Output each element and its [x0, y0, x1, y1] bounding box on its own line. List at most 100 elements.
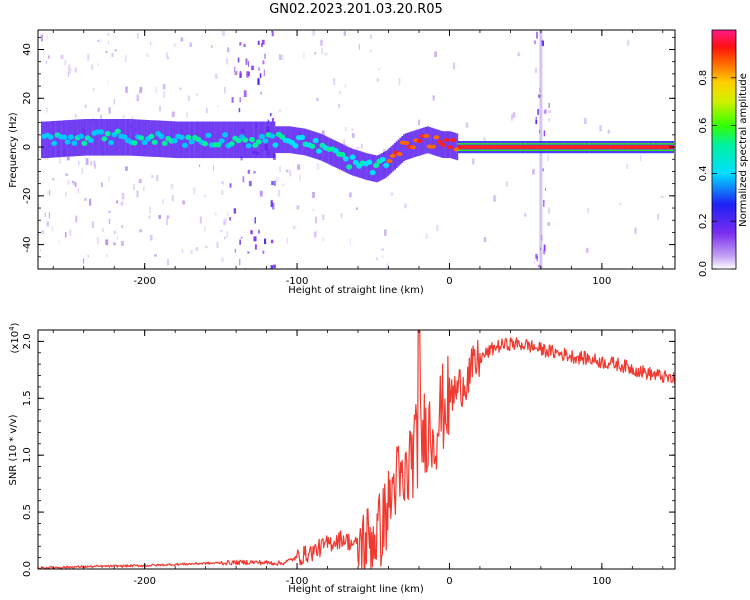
- heatmap-core: [423, 133, 430, 138]
- colorbar-tick-label: 0.6: [698, 118, 709, 134]
- heatmap-band: [227, 121, 230, 159]
- heatmap-cell: [84, 104, 87, 108]
- heatmap-band: [41, 121, 43, 159]
- heatmap-band: [212, 121, 215, 159]
- heatmap-core: [88, 137, 94, 144]
- heatmap-cell: [139, 86, 143, 93]
- heatmap-cell: [381, 255, 384, 259]
- heatmap-cell: [344, 84, 347, 88]
- heatmap-cell: [259, 190, 263, 197]
- heatmap-cell: [173, 43, 177, 48]
- heatmap-cell: [517, 52, 520, 57]
- heatmap-cell: [369, 50, 372, 53]
- heatmap-core: [61, 134, 68, 140]
- y-tick-label: 0.5: [22, 504, 33, 520]
- heatmap-cell: [547, 154, 549, 162]
- heatmap-band: [53, 120, 56, 158]
- heatmap-cell: [277, 189, 280, 197]
- heatmap-cell: [114, 49, 117, 52]
- heatmap-band: [434, 128, 437, 156]
- heatmap-cell: [148, 215, 151, 219]
- heatmap-band: [278, 126, 281, 154]
- heatmap-band: [203, 121, 206, 159]
- heatmap-band: [112, 119, 115, 156]
- snr-x-label: Height of straight line (km): [288, 584, 424, 595]
- heatmap-cell: [64, 60, 67, 65]
- heatmap-cell: [170, 184, 174, 190]
- heatmap-cell: [223, 219, 226, 225]
- heatmap-core: [222, 132, 229, 138]
- heatmap-cell: [45, 60, 48, 64]
- heatmap-cell: [243, 43, 246, 47]
- heatmap-band: [52, 121, 54, 158]
- heatmap-band: [415, 129, 418, 157]
- heatmap-cell: [322, 214, 325, 220]
- heatmap-core: [403, 140, 410, 145]
- heatmap-cell: [213, 165, 215, 171]
- heatmap-cell: [248, 180, 252, 187]
- heatmap-cell: [289, 169, 292, 177]
- heatmap-cell: [548, 118, 551, 122]
- y-tick-label: 1.5: [22, 390, 33, 406]
- heatmap-cell: [214, 211, 217, 216]
- heatmap-cell: [60, 54, 64, 59]
- heatmap-cell: [222, 31, 225, 36]
- heatmap-cell: [634, 227, 637, 234]
- heatmap-band: [92, 119, 95, 156]
- heatmap-cell: [533, 40, 537, 45]
- x-tick-label: -100: [286, 276, 309, 287]
- heatmap-band: [448, 131, 451, 158]
- heatmap-cell: [107, 33, 110, 36]
- heatmap-band: [209, 121, 212, 159]
- heatmap-core: [78, 133, 84, 139]
- heatmap-cell: [253, 236, 257, 242]
- heatmap-band: [94, 119, 97, 156]
- heatmap-cell: [583, 117, 587, 124]
- heatmap-cell: [344, 127, 347, 132]
- heatmap-band: [130, 119, 133, 156]
- heatmap-cell: [159, 105, 161, 112]
- heatmap-core: [218, 138, 225, 144]
- heatmap-band: [432, 128, 435, 155]
- heatmap-core: [47, 134, 54, 140]
- spectrogram-heatmap: [39, 30, 675, 269]
- heatmap-cell: [314, 230, 317, 237]
- heatmap-band: [430, 127, 433, 155]
- heatmap-cell: [535, 116, 537, 123]
- heatmap-core: [138, 135, 145, 141]
- heatmap-cell: [279, 166, 281, 172]
- heatmap-band: [205, 121, 208, 159]
- snr-series-line: [38, 330, 675, 569]
- heatmap-cell: [108, 175, 110, 182]
- heatmap-band: [317, 132, 320, 160]
- heatmap-cell: [536, 31, 538, 39]
- heatmap-core: [262, 138, 269, 144]
- heatmap-cell: [585, 247, 589, 253]
- heatmap-cell: [251, 65, 254, 71]
- heatmap-cell: [432, 95, 435, 101]
- heatmap-core: [181, 142, 188, 148]
- heatmap-cell: [47, 191, 49, 195]
- heatmap-cell: [81, 167, 84, 175]
- heatmap-band: [83, 119, 86, 156]
- heatmap-cell: [89, 198, 92, 206]
- heatmap-band: [271, 121, 274, 159]
- heatmap-cell: [333, 77, 336, 85]
- heatmap-band: [269, 121, 272, 159]
- heatmap-cell: [278, 108, 282, 113]
- heatmap-cell: [58, 240, 60, 245]
- heatmap-cell: [376, 78, 379, 82]
- heatmap-band: [66, 120, 69, 157]
- heatmap-cell: [242, 176, 245, 183]
- y-tick-label: 40: [22, 43, 33, 56]
- heatmap-cell: [151, 175, 154, 179]
- heatmap-band: [214, 121, 217, 159]
- heatmap-cell: [262, 60, 265, 65]
- heatmap-cell: [108, 41, 109, 44]
- heatmap-cell: [121, 241, 124, 246]
- heatmap-band: [128, 119, 131, 156]
- heatmap-cell: [340, 213, 343, 219]
- heatmap-cell: [45, 106, 48, 113]
- heatmap-band: [211, 121, 214, 159]
- heatmap-cell: [90, 161, 93, 166]
